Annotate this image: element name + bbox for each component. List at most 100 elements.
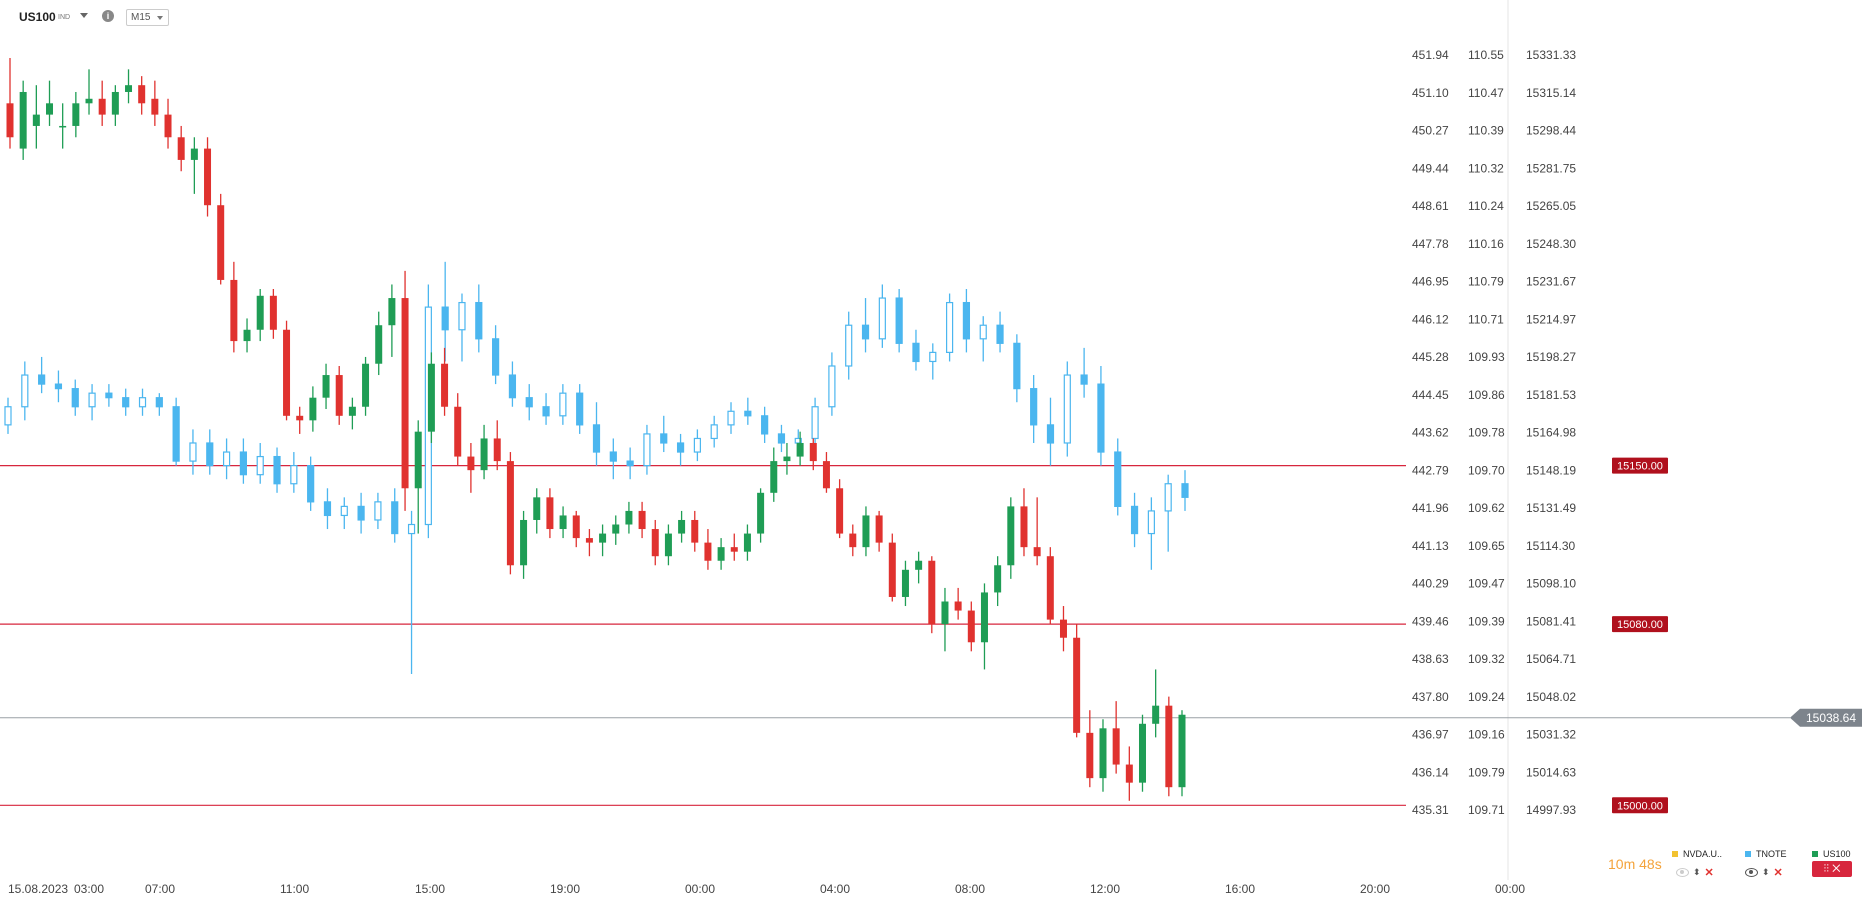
- us100-candle-body: [678, 519, 686, 534]
- us100-candle-body: [796, 442, 804, 457]
- us100-candle-body: [967, 610, 975, 643]
- eye-icon[interactable]: [1745, 868, 1758, 877]
- us100-candle-body: [348, 406, 356, 416]
- legend-controls-us100[interactable]: ⫶⫶ ✕: [1812, 861, 1852, 877]
- reorder-icon[interactable]: ⬍: [1693, 867, 1701, 877]
- legend-item-nvda[interactable]: NVDA.U..: [1672, 849, 1722, 859]
- us100-candle-body: [322, 375, 330, 398]
- tick-label-axis1: 451.94: [1412, 48, 1449, 62]
- us100-candle-body: [1112, 728, 1120, 765]
- us100-candle-body: [954, 601, 962, 611]
- legend-item-us100[interactable]: US100: [1812, 849, 1851, 859]
- tnote-candle-body: [929, 351, 937, 363]
- tnote-candle-body: [71, 388, 79, 408]
- tick-label-axis2: 109.16: [1468, 728, 1505, 742]
- close-icon[interactable]: ✕: [1704, 867, 1714, 879]
- tnote-candle-body: [4, 406, 12, 426]
- us100-candle-body: [1086, 732, 1094, 779]
- us100-candle-body: [19, 91, 27, 149]
- us100-candle-body: [388, 298, 396, 326]
- tick-label-primary: 15048.02: [1526, 690, 1576, 704]
- timeframe-select[interactable]: M15: [126, 9, 170, 26]
- current-price-label: 15038.64: [1806, 711, 1856, 725]
- tnote-candle-body: [1080, 374, 1088, 385]
- tnote-candle-body: [458, 301, 466, 331]
- tick-label-primary: 14997.93: [1526, 803, 1576, 817]
- us100-candle-body: [1099, 728, 1107, 779]
- tnote-candle-body: [945, 301, 954, 354]
- us100-candle-body: [704, 542, 712, 561]
- us100-candle-body: [915, 560, 923, 570]
- us100-candle-body: [85, 98, 93, 104]
- tnote-candle-body: [609, 451, 617, 462]
- us100-candle-body: [664, 533, 672, 557]
- tick-label-axis1: 442.79: [1412, 463, 1449, 477]
- tick-label-axis1: 436.97: [1412, 728, 1449, 742]
- tnote-candle-body: [122, 397, 130, 408]
- reorder-icon[interactable]: ⬍: [1762, 867, 1770, 877]
- us100-candle-body: [1073, 637, 1081, 733]
- tnote-candle-body: [1114, 451, 1122, 507]
- tick-label-axis2: 110.71: [1468, 312, 1504, 326]
- tick-label-axis1: 438.63: [1412, 652, 1449, 666]
- x-tick-label: 12:00: [1090, 882, 1120, 896]
- us100-candle-body: [691, 519, 699, 543]
- eye-icon[interactable]: [1676, 868, 1689, 877]
- legend-item-tnote[interactable]: TNOTE: [1745, 849, 1787, 859]
- tick-label-primary: 15231.67: [1526, 275, 1576, 289]
- tick-label-axis2: 109.32: [1468, 652, 1505, 666]
- us100-candle-body: [493, 438, 501, 462]
- us100-candle-body: [1165, 705, 1173, 788]
- tnote-candle-body: [492, 338, 500, 376]
- close-icon[interactable]: ✕: [1773, 867, 1783, 879]
- tick-label-primary: 15148.19: [1526, 463, 1576, 477]
- tick-label-axis2: 109.47: [1468, 577, 1505, 591]
- legend-label-us100: US100: [1823, 849, 1851, 859]
- us100-candle-body: [177, 137, 185, 160]
- tnote-candle-body: [508, 374, 517, 399]
- us100-candle-body: [836, 488, 844, 534]
- x-tick-label: 15:00: [415, 882, 445, 896]
- tnote-candle-body: [777, 433, 786, 444]
- us100-candle-body: [599, 533, 607, 543]
- us100-candle-body: [59, 125, 67, 128]
- tnote-candle-body: [1013, 342, 1021, 390]
- candle-countdown: 10m 48s: [1608, 856, 1662, 872]
- tnote-candle-body: [307, 465, 315, 503]
- tnote-candle-body: [794, 437, 802, 444]
- us100-candle-body: [730, 547, 738, 552]
- us100-candle-body: [572, 515, 580, 539]
- tnote-candle-body: [138, 397, 147, 408]
- tnote-candle-body: [592, 424, 601, 453]
- tick-label-axis2: 110.79: [1468, 275, 1504, 289]
- us100-candle-body: [928, 560, 936, 625]
- tnote-candle-body: [1097, 383, 1105, 453]
- level-badge: [1612, 457, 1668, 474]
- info-icon[interactable]: i: [102, 10, 114, 22]
- us100-candle-body: [546, 497, 554, 530]
- x-tick-label: 00:00: [685, 882, 715, 896]
- tick-label-axis1: 444.45: [1412, 388, 1449, 402]
- us100-candle-body: [362, 363, 370, 407]
- us100-candle-body: [901, 569, 909, 597]
- tick-label-axis2: 110.24: [1468, 199, 1504, 213]
- tnote-candle-body: [828, 365, 836, 408]
- us100-candle-body: [32, 114, 40, 126]
- current-price-badge: [1790, 708, 1862, 727]
- tnote-candle-body: [239, 451, 247, 476]
- tnote-candle-body: [290, 465, 298, 485]
- tnote-candle-body: [1130, 505, 1139, 535]
- symbol-name[interactable]: US100: [19, 10, 56, 24]
- level-label: 15000.00: [1617, 800, 1663, 812]
- tnote-candle-body: [38, 374, 46, 385]
- chevron-down-icon[interactable]: [80, 13, 88, 18]
- tnote-candle-body: [643, 433, 651, 467]
- legend-controls-nvda: ⬍ ✕: [1676, 866, 1714, 879]
- us100-candle-body: [757, 492, 765, 534]
- us100-candle-body: [335, 375, 343, 416]
- close-icon[interactable]: ✕: [1832, 863, 1841, 875]
- tick-label-axis2: 109.62: [1468, 501, 1505, 515]
- us100-candle-body: [98, 98, 106, 115]
- sliders-icon[interactable]: ⫶⫶: [1823, 863, 1830, 875]
